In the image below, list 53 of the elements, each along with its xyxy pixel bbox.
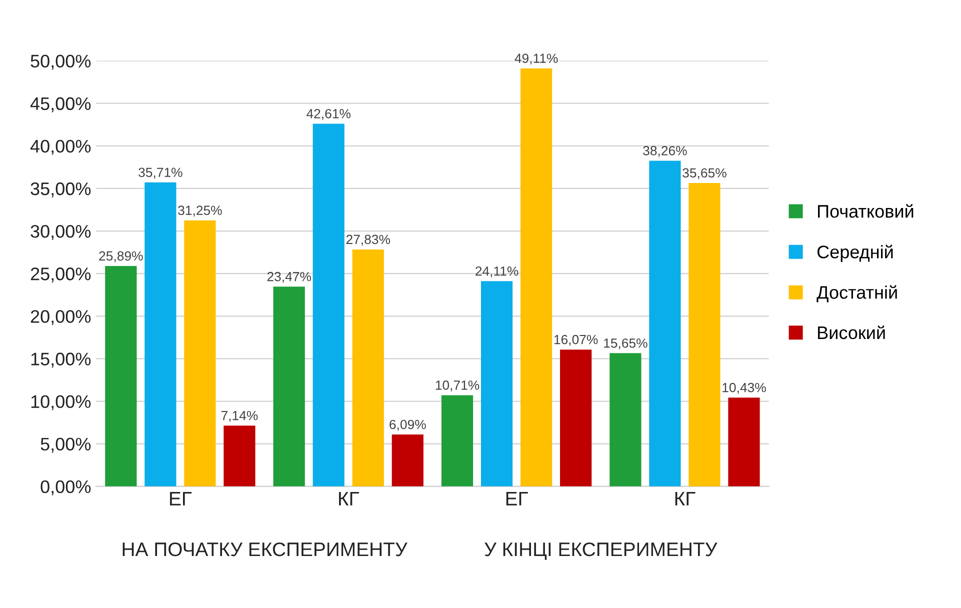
data-label: 49,11%	[514, 54, 558, 65]
data-label: 35,71%	[138, 168, 182, 179]
bar	[610, 353, 642, 486]
data-label: 23,47%	[267, 272, 311, 283]
data-label: 35,65%	[682, 168, 726, 180]
legend-label: Достатній	[816, 285, 897, 302]
data-label: 16,07%	[554, 334, 598, 346]
data-label: 31,25%	[178, 206, 222, 217]
bar	[560, 350, 592, 486]
bar	[144, 182, 176, 486]
y-tick-label: 10,00%	[31, 395, 91, 410]
y-tick-label: 50,00%	[30, 54, 91, 70]
data-label: 27,83%	[346, 234, 390, 246]
bar	[312, 124, 344, 486]
y-tick-label: 40,00%	[30, 140, 91, 155]
x-tick-label: ЕГ	[170, 492, 192, 506]
data-label: 38,26%	[643, 146, 687, 157]
bar	[352, 250, 384, 486]
data-label: 24,11%	[476, 266, 518, 278]
data-label: 25,89%	[99, 251, 143, 262]
legend-label: Високий	[818, 326, 885, 340]
bar	[728, 398, 760, 486]
y-tick-label: 35,00%	[30, 182, 91, 198]
y-tick-label: 0,00%	[40, 480, 91, 496]
y-tick-label: 15,00%	[31, 352, 91, 368]
bar	[184, 220, 216, 486]
bar	[273, 286, 305, 486]
y-tick-label: 25,00%	[30, 268, 91, 282]
legend-label: Початковий	[818, 204, 914, 218]
data-label: 6,09%	[390, 420, 426, 431]
bar	[224, 426, 256, 486]
data-label: 7,14%	[221, 410, 258, 422]
bar	[480, 281, 513, 486]
y-tick-label: 5,00%	[40, 438, 91, 453]
text: У КІНЦІ ЕКСПЕРИМЕНТУ	[484, 542, 718, 560]
x-tick-label: КГ	[675, 492, 696, 506]
y-tick-label: 20,00%	[30, 310, 91, 326]
data-label: 42,61%	[306, 108, 351, 120]
bar	[105, 266, 137, 486]
bar	[649, 160, 681, 486]
y-tick-label: 45,00%	[30, 97, 91, 112]
x-tick-label: ЕГ	[506, 492, 528, 506]
x-tick-label: КГ	[339, 492, 359, 506]
bar	[441, 395, 474, 486]
data-label: 10,43%	[722, 382, 766, 394]
y-tick-label: 30,00%	[30, 224, 91, 240]
data-label: 10,71%	[436, 380, 480, 392]
text: НА ПОЧАТКУ ЕКСПЕРИМЕНТУ	[122, 542, 408, 556]
data-label: 15,65%	[604, 338, 648, 350]
legend-label: Середній	[817, 244, 893, 262]
bar	[392, 434, 424, 486]
bar	[688, 182, 720, 486]
bar	[520, 68, 552, 486]
